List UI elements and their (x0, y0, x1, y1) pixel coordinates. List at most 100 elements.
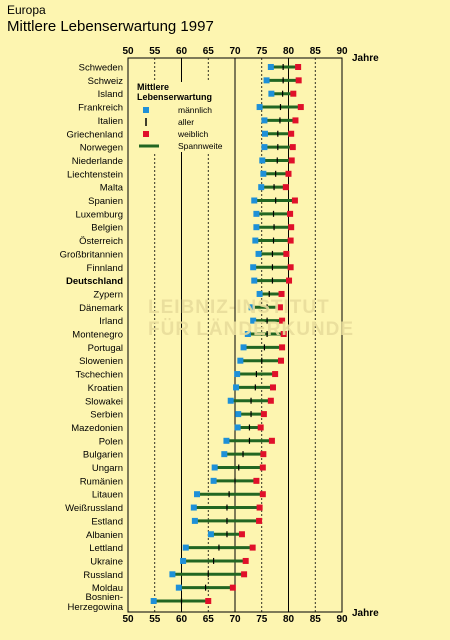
male-marker (256, 290, 263, 297)
female-marker (286, 277, 293, 284)
tick-label-top-80: 80 (283, 46, 295, 57)
category-label: Tschechien (75, 370, 123, 381)
tick-label-top-60: 60 (176, 46, 188, 57)
category-label: Deutschland (66, 276, 123, 287)
male-marker (251, 197, 258, 204)
female-marker (297, 104, 304, 111)
female-marker (260, 411, 267, 418)
tick-label-bottom-60: 60 (176, 614, 188, 625)
category-label: Island (98, 89, 123, 100)
female-marker (257, 424, 264, 431)
category-label: Italien (98, 116, 123, 127)
category-label: Albanien (86, 530, 123, 541)
male-marker (150, 598, 157, 604)
tick-label-bottom-90: 90 (336, 614, 348, 625)
female-marker (249, 544, 256, 551)
watermark-line-1: LEIBNIZ-INSTITUT (148, 297, 330, 318)
category-label: Bosnien- (86, 592, 124, 603)
category-label: Spanien (88, 196, 123, 207)
tick-label-top-70: 70 (229, 46, 241, 57)
female-marker (269, 384, 276, 391)
male-marker (240, 344, 247, 351)
category-label: Schweiz (88, 76, 124, 87)
tick-label-bottom-50: 50 (122, 614, 134, 625)
female-marker (276, 304, 283, 311)
male-marker (268, 90, 275, 97)
category-label: Österreich (79, 236, 123, 247)
tick-label-bottom-65: 65 (203, 614, 215, 625)
legend-item-range: Spannweite (137, 140, 227, 152)
legend-label-female: weiblich (178, 129, 209, 139)
female-marker (288, 157, 295, 164)
female-marker (282, 184, 289, 191)
male-marker (227, 397, 234, 404)
male-marker (191, 517, 198, 524)
female-marker (287, 264, 294, 271)
category-label: Montenegro (72, 330, 123, 341)
tick-label-top-75: 75 (256, 46, 268, 57)
category-label: Ungarn (92, 463, 123, 474)
legend-item-all: aller (137, 116, 227, 128)
category-label: Malta (100, 183, 124, 194)
tick-label-top-85: 85 (310, 46, 322, 57)
female-marker (287, 237, 294, 244)
male-marker (253, 224, 260, 231)
female-marker (259, 491, 266, 498)
male-marker (261, 117, 268, 124)
female-marker (256, 517, 263, 524)
category-label: Frankreich (78, 103, 123, 114)
female-marker (268, 437, 275, 444)
female-marker (289, 144, 296, 151)
male-marker (259, 157, 266, 164)
category-label: Ukraine (90, 556, 123, 567)
female-marker (241, 571, 248, 578)
category-label-cont: Herzegowina (68, 602, 124, 613)
watermark-line-2: FÜR LÄNDERKUNDE (148, 319, 355, 340)
male-marker (190, 504, 197, 511)
female-marker (267, 397, 274, 404)
male-marker (256, 104, 263, 111)
tick-label-bottom-85: 85 (310, 614, 322, 625)
male-marker (263, 77, 270, 84)
male-marker (234, 371, 241, 378)
legend-label-male: männlich (178, 105, 213, 115)
tick-label-top-65: 65 (203, 46, 215, 57)
male-marker (261, 144, 268, 151)
female-marker (295, 77, 302, 84)
female-marker (283, 250, 290, 257)
female-marker (288, 224, 295, 231)
tick-label-bottom-55: 55 (149, 614, 161, 625)
legend-title-line-2: Lebenserwartung (137, 92, 213, 102)
category-label: Niederlande (72, 156, 123, 167)
female-marker (295, 64, 302, 70)
male-marker (175, 584, 182, 591)
male-marker (182, 544, 189, 551)
male-marker (211, 464, 218, 471)
female-marker (253, 477, 260, 484)
category-label: Dänemark (79, 303, 123, 314)
category-label: Slowakei (85, 396, 123, 407)
female-marker (288, 130, 295, 137)
category-label: Lettland (89, 543, 123, 554)
legend-title-line-1: Mittlere (137, 82, 170, 92)
male-marker (233, 384, 240, 391)
female-marker (291, 197, 298, 204)
tick-label-top-50: 50 (122, 46, 134, 57)
category-label: Zypern (93, 289, 123, 300)
female-marker (278, 290, 285, 297)
category-label: Großbritannien (60, 249, 123, 260)
male-marker (169, 571, 176, 578)
category-label: Litauen (92, 490, 123, 501)
category-label: Weißrussland (65, 503, 123, 514)
legend-item-female: weiblich (137, 128, 227, 140)
blue-square-icon (143, 107, 149, 113)
male-marker (250, 317, 257, 324)
female-marker (259, 464, 266, 471)
male-marker (180, 557, 187, 564)
category-label: Mazedonien (71, 423, 123, 434)
male-marker (252, 237, 259, 244)
category-label: Luxemburg (75, 209, 123, 220)
tick-label-top-55: 55 (149, 46, 161, 57)
legend-item-male: männlich (137, 104, 227, 116)
category-label: Russland (83, 570, 123, 581)
